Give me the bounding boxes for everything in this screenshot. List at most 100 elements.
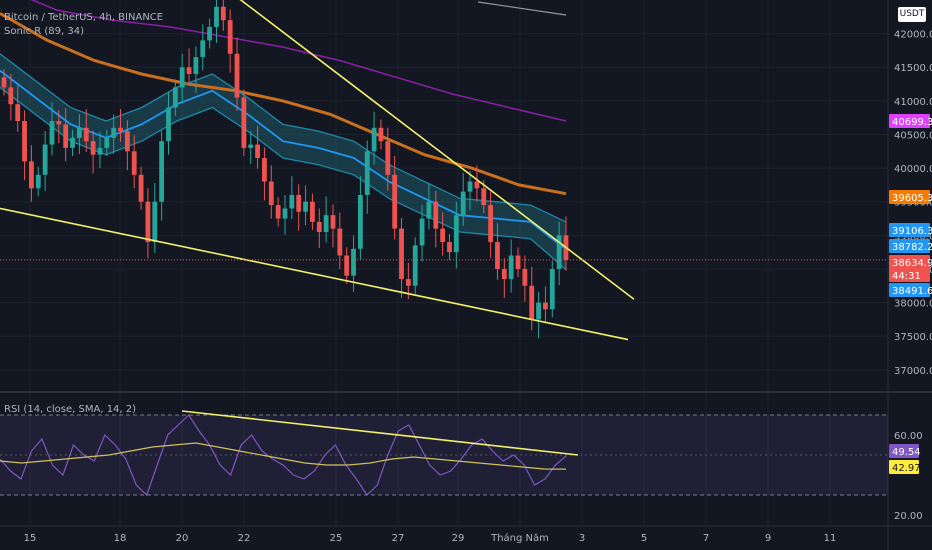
candle bbox=[515, 247, 521, 278]
candle-body bbox=[337, 228, 343, 256]
candle bbox=[289, 176, 295, 220]
candle bbox=[214, 0, 219, 44]
y-tick-label: 42000.00 bbox=[894, 30, 932, 41]
candle bbox=[42, 131, 48, 191]
price-badge: 38491.61 bbox=[889, 283, 932, 297]
candle bbox=[460, 172, 466, 226]
candle bbox=[15, 85, 21, 132]
candle-body bbox=[255, 144, 260, 159]
candle-body bbox=[474, 181, 480, 189]
candle-body bbox=[234, 53, 240, 98]
candle-body bbox=[433, 201, 439, 229]
candle bbox=[556, 221, 562, 286]
candle bbox=[419, 205, 425, 262]
rsi-y-tick-label: 20.00 bbox=[894, 511, 923, 522]
candle-body bbox=[152, 201, 158, 243]
price-badge: 39605.30 bbox=[889, 190, 932, 204]
price-badge-text: 39605.30 bbox=[892, 193, 932, 204]
price-badge-bg bbox=[889, 190, 930, 204]
candle-body bbox=[522, 268, 528, 286]
rsi-badge-text: 49.54 bbox=[892, 447, 921, 458]
candle bbox=[474, 165, 480, 202]
candle bbox=[145, 188, 151, 259]
candle-body bbox=[501, 268, 507, 280]
candle bbox=[138, 166, 144, 210]
candle bbox=[152, 182, 158, 253]
candle bbox=[179, 53, 185, 104]
sonic-band-mid bbox=[0, 69, 567, 251]
candle-body bbox=[481, 188, 487, 206]
candle-body bbox=[42, 144, 48, 175]
candle-body bbox=[76, 127, 82, 138]
candle-body bbox=[453, 215, 459, 253]
candle-body bbox=[186, 67, 192, 74]
candle-body bbox=[83, 127, 89, 142]
price-badge: 40699.35 bbox=[889, 114, 932, 128]
candle-body bbox=[392, 174, 398, 229]
candle-body bbox=[412, 245, 418, 286]
candle bbox=[371, 111, 377, 165]
x-tick-label: 18 bbox=[114, 533, 127, 544]
candle bbox=[385, 127, 391, 191]
candle-body bbox=[118, 127, 123, 132]
currency-button[interactable]: USDT bbox=[898, 7, 926, 22]
candle-body bbox=[220, 6, 226, 21]
candle-body bbox=[357, 195, 363, 249]
candle bbox=[549, 260, 555, 318]
candle bbox=[63, 108, 69, 162]
x-tick-label: 29 bbox=[452, 533, 465, 544]
rsi-badge-bg bbox=[889, 460, 919, 474]
candle bbox=[529, 266, 535, 331]
candle bbox=[323, 196, 329, 243]
x-tick-label: 20 bbox=[176, 533, 189, 544]
candle bbox=[124, 120, 130, 171]
candle bbox=[303, 185, 308, 226]
candle bbox=[8, 73, 14, 121]
candle bbox=[172, 79, 178, 116]
candle-body bbox=[371, 127, 377, 152]
candle bbox=[508, 239, 514, 293]
x-tick-label: 3 bbox=[579, 533, 585, 544]
candle-body bbox=[1, 77, 7, 88]
candle bbox=[467, 170, 473, 211]
candle-body bbox=[344, 255, 350, 276]
candle bbox=[364, 140, 370, 214]
y-tick-label: 40500.00 bbox=[894, 130, 932, 141]
price-badge-bg bbox=[889, 283, 930, 297]
candle-body bbox=[316, 221, 322, 232]
candle-body bbox=[399, 228, 404, 280]
y-tick-label: 37500.00 bbox=[894, 332, 932, 343]
candle bbox=[234, 37, 240, 111]
candle-body bbox=[296, 195, 302, 212]
price-badge-bg bbox=[889, 255, 930, 269]
candle bbox=[207, 18, 213, 49]
candle bbox=[488, 191, 494, 259]
x-tick-label: 7 bbox=[703, 533, 709, 544]
candle bbox=[501, 258, 507, 298]
price-badge-bg bbox=[889, 223, 930, 237]
candle-body bbox=[49, 121, 55, 145]
candle-body bbox=[207, 26, 213, 41]
candle bbox=[262, 147, 267, 201]
candle bbox=[1, 69, 7, 96]
candle bbox=[268, 165, 274, 219]
symbol-legend[interactable]: Bitcoin / TetherUS, 4h, BINANCE bbox=[4, 12, 164, 23]
candle-body bbox=[495, 242, 500, 269]
candle bbox=[227, 9, 233, 73]
rsi-trendline bbox=[181, 410, 579, 456]
candle-body bbox=[131, 151, 137, 175]
rsi-band-fill bbox=[0, 415, 888, 495]
candle-body bbox=[56, 121, 62, 125]
candle-body bbox=[193, 57, 199, 74]
candle-body bbox=[460, 191, 466, 216]
trendline-lower bbox=[0, 207, 629, 341]
price-badge-bg bbox=[889, 114, 930, 128]
sonic-r-legend[interactable]: Sonic R (89, 34) bbox=[4, 26, 84, 37]
rsi-legend[interactable]: RSI (14, close, SMA, 14, 2) bbox=[4, 404, 137, 415]
candle bbox=[357, 176, 363, 260]
candle-body bbox=[166, 107, 171, 142]
candle bbox=[131, 135, 137, 189]
candle-body bbox=[289, 195, 295, 209]
rsi-badge-text: 42.97 bbox=[892, 463, 921, 474]
